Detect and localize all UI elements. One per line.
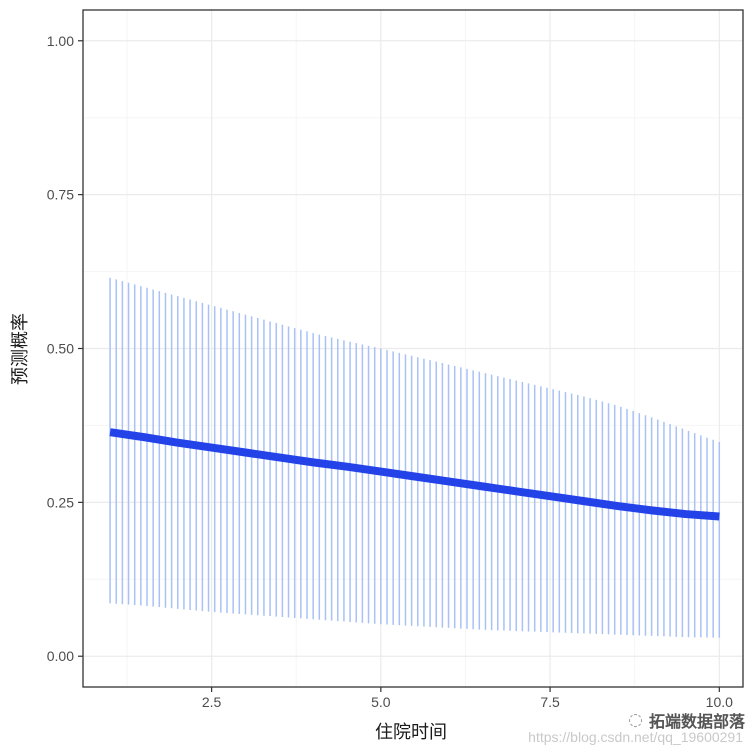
predicted-probability-path xyxy=(109,428,720,521)
wechat-icon: ◌ xyxy=(628,710,643,730)
predicted-probability-line xyxy=(109,428,720,521)
watermark-brand-text: 拓端数据部落 xyxy=(648,712,745,731)
y-tick-label: 0.50 xyxy=(47,341,74,357)
watermark-brand: ◌ 拓端数据部落 xyxy=(628,708,745,732)
grid-lines xyxy=(83,10,743,687)
y-axis-ticks: 0.00 0.25 0.50 0.75 1.00 xyxy=(47,33,83,664)
y-tick-label: 0.75 xyxy=(47,187,74,203)
y-tick-label: 0.25 xyxy=(47,494,74,510)
y-tick-label: 1.00 xyxy=(47,33,74,49)
y-axis-title: 预测概率 xyxy=(10,313,31,385)
confidence-interval-bars xyxy=(109,277,721,638)
y-tick-label: 0.00 xyxy=(47,648,74,664)
x-axis-ticks: 2.5 5.0 7.5 10.0 xyxy=(202,687,733,710)
x-tick-label: 2.5 xyxy=(202,694,222,710)
x-tick-label: 5.0 xyxy=(371,694,391,710)
x-axis-title: 住院时间 xyxy=(375,722,447,743)
watermark-url: https://blog.csdn.net/qq_19600291 xyxy=(528,729,743,745)
x-tick-label: 7.5 xyxy=(540,694,560,710)
x-tick-label: 10.0 xyxy=(706,694,733,710)
